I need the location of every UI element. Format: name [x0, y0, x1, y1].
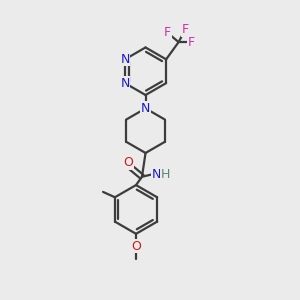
Text: N: N: [152, 168, 161, 181]
Text: N: N: [141, 102, 150, 115]
Text: F: F: [188, 36, 195, 49]
Text: N: N: [120, 53, 130, 66]
Text: F: F: [182, 23, 189, 36]
Text: O: O: [123, 156, 133, 169]
Text: H: H: [161, 168, 170, 181]
Text: N: N: [120, 76, 130, 90]
Text: F: F: [164, 26, 171, 39]
Text: O: O: [131, 240, 141, 253]
